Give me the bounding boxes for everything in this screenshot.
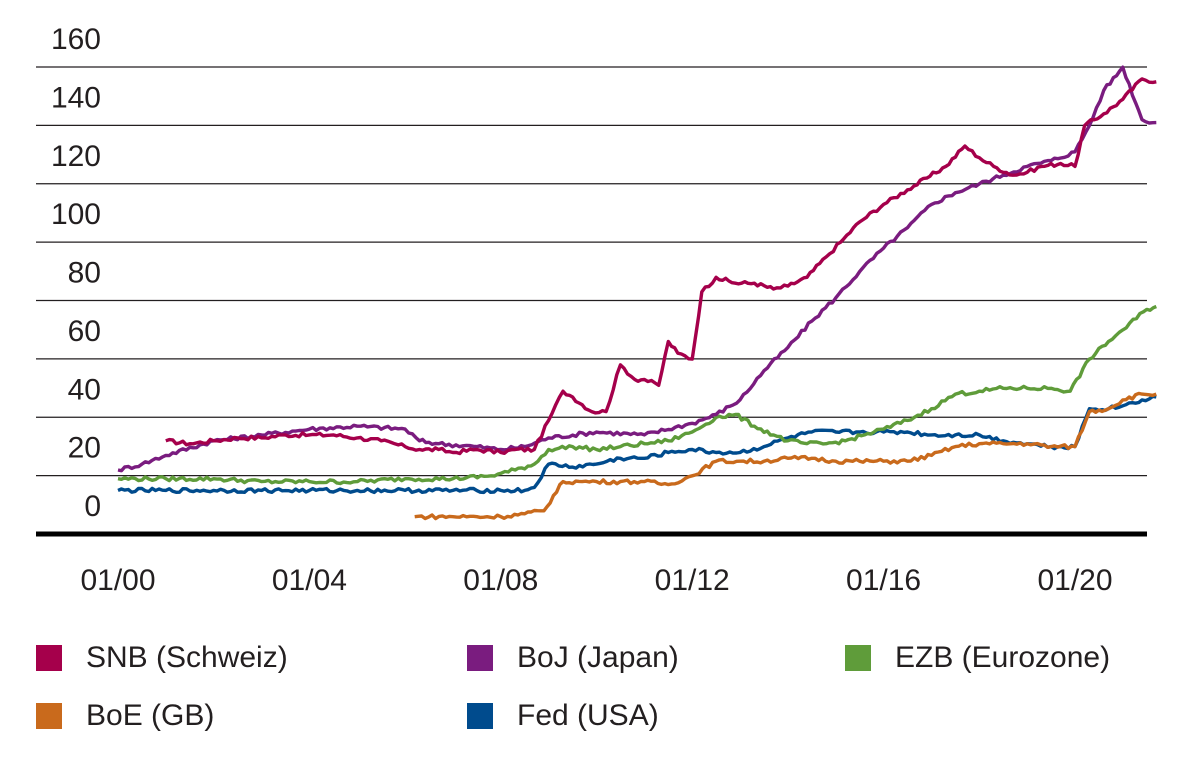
x-tick-label: 01/00: [80, 564, 155, 597]
y-tick-label: 120: [51, 140, 101, 173]
series-line-boj: [117, 65, 1157, 473]
y-tick-label: 20: [68, 432, 101, 465]
x-tick-label: 01/16: [846, 564, 921, 597]
y-tick-label: 100: [51, 198, 101, 231]
grid-lines: [36, 66, 1147, 477]
y-tick-label: 0: [84, 490, 101, 523]
series-lines: [117, 65, 1157, 521]
x-tick-label: 01/12: [655, 564, 730, 597]
y-tick-label: 40: [68, 373, 101, 406]
y-tick-label: 80: [68, 257, 101, 290]
series-line-boe: [414, 391, 1157, 521]
y-tick-label: 60: [68, 315, 101, 348]
x-axis-ticks: 01/00 01/04 01/08 01/12 01/16 01/20: [80, 564, 1112, 597]
x-tick-label: 01/08: [463, 564, 538, 597]
series-line-fed: [117, 394, 1157, 495]
y-tick-label: 140: [51, 81, 101, 114]
x-tick-label: 01/04: [272, 564, 347, 597]
y-tick-label: 160: [51, 23, 101, 56]
series-line-ezb: [117, 304, 1157, 486]
series-line-snb: [165, 77, 1157, 456]
y-axis-ticks: 0 20 40 60 80 100 120 140 160: [51, 23, 101, 523]
x-tick-label: 01/20: [1037, 564, 1112, 597]
